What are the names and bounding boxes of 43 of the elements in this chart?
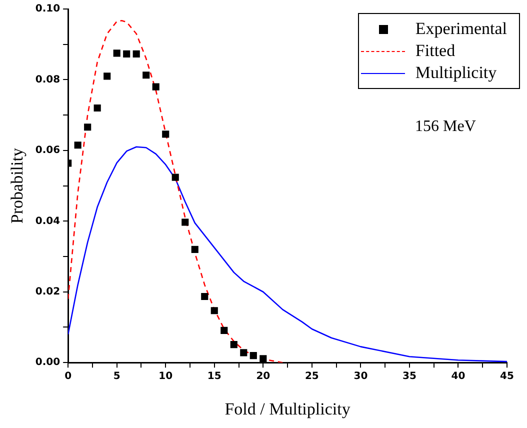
x-tick-label: 0 <box>64 371 72 382</box>
x-tick-label: 45 <box>500 371 514 382</box>
legend-label: Multiplicity <box>415 63 497 83</box>
annotation: 156 MeV <box>415 118 476 136</box>
x-tick-label: 10 <box>158 371 173 382</box>
x-tick-label: 30 <box>354 371 368 382</box>
point <box>182 218 189 226</box>
point <box>172 174 179 181</box>
x-tick-label: 25 <box>304 371 319 382</box>
y-tick-label: 0.04 <box>35 216 60 227</box>
y-tick-label: 0.08 <box>35 74 60 86</box>
x-tick-label: 35 <box>402 371 416 382</box>
point <box>162 130 170 138</box>
y-tick-label: 0.02 <box>35 286 60 298</box>
point <box>210 307 218 314</box>
point <box>132 50 140 58</box>
y-tick-label: 0.00 <box>35 357 60 368</box>
x-tick-label: 40 <box>451 371 466 382</box>
legend-label: Experimental <box>415 19 507 39</box>
point <box>94 104 101 112</box>
point <box>104 72 111 80</box>
y-tick-label: 0.06 <box>35 145 60 156</box>
point <box>260 355 267 362</box>
point <box>123 50 130 58</box>
point <box>74 142 82 149</box>
x-axis-title: Fold / Multiplicity <box>224 399 351 418</box>
y-axis-title: Probability <box>8 148 27 224</box>
point <box>113 50 120 57</box>
point <box>84 124 92 131</box>
x-tick-label: 15 <box>207 371 222 382</box>
point <box>240 349 248 356</box>
legend-label: Fitted <box>415 41 456 61</box>
point <box>230 341 238 348</box>
y-tick-label: 0.10 <box>35 4 60 15</box>
point <box>152 83 160 90</box>
point <box>250 352 257 360</box>
point <box>220 326 228 334</box>
point <box>142 72 150 79</box>
x-tick-label: 5 <box>113 371 120 382</box>
line-series <box>68 20 284 363</box>
x-tick-label: 20 <box>256 371 270 382</box>
point <box>201 292 208 300</box>
point <box>191 246 198 253</box>
